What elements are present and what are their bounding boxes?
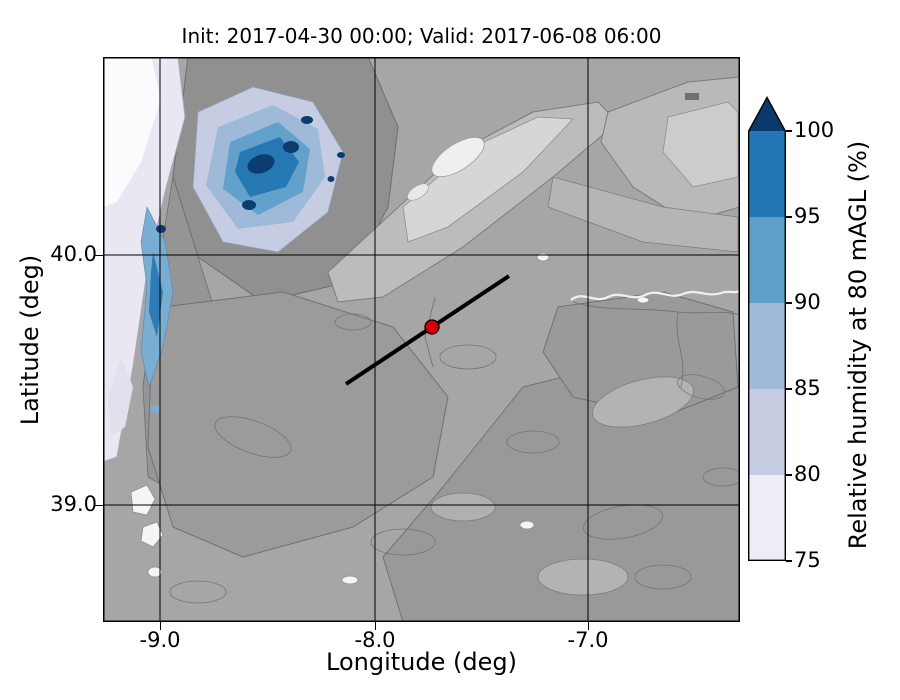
x-tick-label: -7.0 — [567, 628, 609, 652]
colorbar-tick-label: 100 — [794, 118, 835, 142]
x-axis-tick — [159, 622, 161, 630]
colorbar-tick — [786, 560, 792, 562]
colorbar-outline — [748, 96, 786, 561]
colorbar-tick-label: 90 — [794, 290, 821, 314]
y-axis-tick — [95, 254, 103, 256]
x-axis-tick — [374, 622, 376, 630]
colorbar-tick-label: 75 — [794, 548, 821, 572]
colorbar-segment — [748, 389, 786, 475]
colorbar-segment — [748, 303, 786, 389]
x-tick-label: -8.0 — [354, 628, 396, 652]
y-axis-tick — [95, 504, 103, 506]
y-tick-label: 39.0 — [50, 492, 97, 516]
colorbar-segment — [748, 131, 786, 217]
colorbar-tick — [786, 302, 792, 304]
axes-frame — [103, 57, 740, 622]
x-axis-tick — [587, 622, 589, 630]
x-axis-label: Longitude (deg) — [326, 648, 517, 676]
terrain-contours — [142, 57, 740, 622]
colorbar-segment — [748, 217, 786, 303]
colorbar-label: Relative humidity at 80 mAGL (%) — [844, 140, 872, 550]
y-axis-label: Latitude (deg) — [16, 254, 44, 426]
colorbar — [748, 96, 786, 561]
colorbar-tick — [786, 216, 792, 218]
colorbar-tick — [786, 474, 792, 476]
colorbar-extend-arrow — [748, 97, 786, 131]
map-plot — [103, 57, 740, 622]
colorbar-tick-label: 85 — [794, 376, 821, 400]
location-marker — [424, 319, 440, 335]
high-humidity-region — [140, 86, 345, 413]
y-tick-label: 40.0 — [50, 242, 97, 266]
grid-lines — [103, 57, 740, 622]
colorbar-tick — [786, 130, 792, 132]
plot-title: Init: 2017-04-30 00:00; Valid: 2017-06-0… — [181, 24, 662, 48]
white-patches — [130, 252, 740, 585]
x-tick-label: -9.0 — [139, 628, 181, 652]
colorbar-segment — [748, 475, 786, 561]
colorbar-tick — [786, 388, 792, 390]
colorbar-tick-label: 80 — [794, 462, 821, 486]
colorbar-tick-label: 95 — [794, 204, 821, 228]
